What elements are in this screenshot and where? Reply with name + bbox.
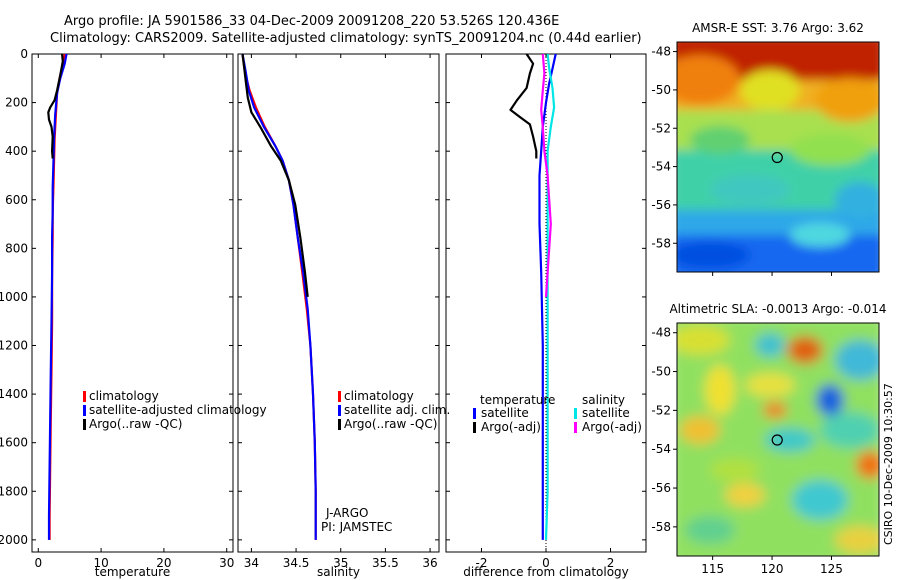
legend-swatch [83, 391, 86, 402]
legend-swatch [574, 422, 577, 433]
legend-label: satellite [582, 406, 630, 420]
map-y-tick-label: -52 [651, 403, 671, 417]
series-temperature-satellite [538, 53, 557, 540]
legend-label: Argo(-adj) [582, 420, 642, 434]
x-tick-label: -2 [475, 556, 487, 570]
legend-label: satellite-adjusted climatology [89, 403, 267, 417]
legend-swatch [338, 391, 341, 402]
temperature-profile-xlabel: temperature [95, 565, 170, 579]
series-salinity-argo-adj- [540, 53, 552, 297]
map-x-tick-label: 115 [701, 562, 724, 576]
legend-label: satellite [481, 406, 529, 420]
salinity-profile-frame [237, 53, 440, 553]
y-tick-label: 1000 [0, 290, 28, 304]
sla-map-frame [676, 322, 880, 557]
map-y-tick-label: -48 [651, 326, 671, 340]
y-tick-label: 1600 [0, 436, 28, 450]
legend-label: climatology [344, 389, 414, 403]
map-y-tick-label: -48 [651, 45, 671, 59]
series-salinity-satellite [544, 53, 556, 540]
sla-map-float-marker [771, 434, 783, 446]
y-tick-label: 1200 [0, 339, 28, 353]
legend-swatch [338, 419, 341, 430]
y-tick-label: 2000 [0, 533, 28, 547]
sst-map-field [677, 42, 879, 272]
map-y-tick-label: -58 [651, 520, 671, 534]
annotation-program: J-ARGO [325, 506, 368, 520]
legend-label: Argo(..raw -QC) [89, 417, 182, 431]
series-satellite-adj-clim- [241, 53, 317, 540]
timestamp-label: CSIRO 10-Dec-2009 10:30:57 [882, 383, 895, 545]
x-tick-label: 2 [607, 556, 615, 570]
x-tick-label: 10 [93, 556, 108, 570]
y-tick-label: 600 [5, 193, 28, 207]
map-y-tick-label: -50 [651, 365, 671, 379]
legend-swatch [574, 408, 577, 419]
sst-map-float-marker [771, 151, 783, 164]
map-y-tick-label: -56 [651, 198, 671, 212]
map-y-tick-label: -56 [651, 481, 671, 495]
title-line-2: Climatology: CARS2009. Satellite-adjuste… [50, 31, 642, 46]
series-argo-raw-qc- [241, 53, 309, 298]
y-tick-label: 200 [5, 96, 28, 110]
legend-label: Argo(..raw -QC) [344, 417, 437, 431]
sla-map-field [677, 323, 879, 556]
sst-map-frame [676, 41, 880, 273]
title-line-1: Argo profile: JA 5901586_33 04-Dec-2009 … [64, 14, 559, 29]
x-tick-label: 36 [422, 556, 437, 570]
x-tick-label: 34 [244, 556, 259, 570]
map-y-tick-label: -54 [651, 442, 671, 456]
annotation-pi: PI: JAMSTEC [321, 520, 392, 534]
legend-label: Argo(-adj) [481, 420, 541, 434]
legend-swatch [83, 405, 86, 416]
legend-label: satellite adj. clim. [344, 403, 450, 417]
x-tick-label: 0 [542, 556, 550, 570]
y-tick-label: 1800 [0, 484, 28, 498]
sst-map-title: AMSR-E SST: 3.76 Argo: 3.62 [692, 21, 864, 35]
y-tick-label: 800 [5, 241, 28, 255]
legend-temperature-title: temperature [480, 393, 555, 407]
sla-map-title: Altimetric SLA: -0.0013 Argo: -0.014 [669, 302, 886, 316]
map-x-tick-label: 125 [820, 562, 843, 576]
series-climatology [241, 53, 317, 540]
series-argo-raw-qc- [47, 53, 64, 159]
x-tick-label: 30 [219, 556, 234, 570]
y-tick-label: 1400 [0, 387, 28, 401]
map-y-tick-label: -52 [651, 121, 671, 135]
difference-profile-xlabel: difference from climatology [463, 565, 629, 579]
y-tick-label: 400 [5, 144, 28, 158]
legend-salinity-title: salinity [582, 393, 625, 407]
x-tick-label: 35.5 [372, 556, 399, 570]
map-y-tick-label: -54 [651, 160, 671, 174]
x-tick-label: 35 [333, 556, 348, 570]
x-tick-label: 0 [34, 556, 42, 570]
series-temperature-argo-adj- [509, 53, 538, 159]
x-tick-label: 34.5 [283, 556, 310, 570]
legend-label: climatology [89, 389, 159, 403]
y-tick-label: 0 [20, 47, 28, 61]
temperature-profile-frame [31, 53, 234, 553]
legend-swatch [83, 419, 86, 430]
map-y-tick-label: -58 [651, 236, 671, 250]
legend-swatch [338, 405, 341, 416]
legend-swatch [473, 408, 476, 419]
salinity-profile-xlabel: salinity [317, 565, 360, 579]
x-tick-label: 20 [156, 556, 171, 570]
map-y-tick-label: -50 [651, 83, 671, 97]
legend-swatch [473, 422, 476, 433]
map-x-tick-label: 120 [761, 562, 784, 576]
